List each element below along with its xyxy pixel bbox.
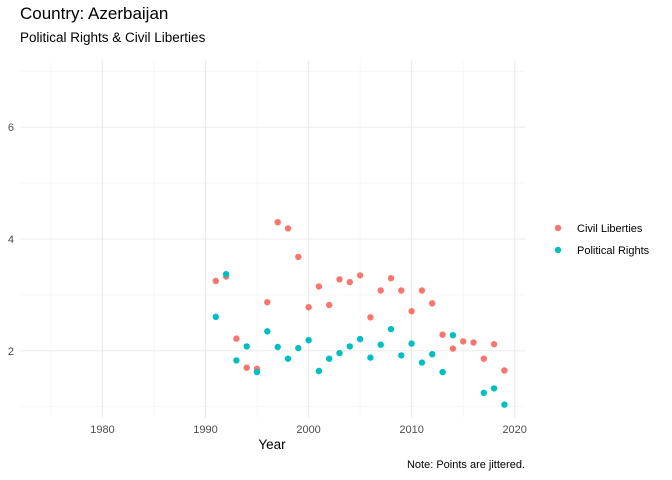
y-tick-label: 6 — [8, 122, 14, 134]
legend: Civil Liberties Political Rights — [554, 223, 650, 257]
political-rights-point — [336, 349, 343, 357]
political-rights-point — [449, 332, 457, 339]
chart-subtitle: Political Rights & Civil Liberties — [20, 30, 206, 45]
data-points — [212, 219, 508, 408]
political-rights-point — [387, 325, 395, 333]
political-rights-point — [305, 337, 312, 344]
x-axis-ticks: 1980 1990 2000 2010 2020 — [90, 424, 527, 436]
legend-label-political-rights: Political Rights — [577, 245, 650, 257]
political-rights-point — [356, 335, 364, 343]
civil-liberties-point — [429, 300, 436, 307]
political-rights-point — [243, 343, 250, 350]
political-rights-point — [418, 359, 426, 366]
civil-liberties-point — [356, 272, 364, 279]
minor-gridlines — [20, 60, 525, 418]
civil-liberties-point — [305, 304, 312, 311]
political-rights-point — [377, 341, 384, 348]
x-tick-label: 2010 — [399, 424, 423, 436]
civil-liberties-point — [501, 367, 508, 374]
civil-liberties-point — [387, 275, 395, 282]
political-rights-point — [253, 368, 261, 376]
y-tick-label: 2 — [8, 346, 14, 358]
chart-title: Country: Azerbaijan — [20, 4, 169, 23]
civil-liberties-point — [377, 287, 384, 294]
political-rights-point — [501, 401, 508, 408]
civil-liberties-point — [315, 283, 323, 290]
x-tick-label: 1980 — [90, 424, 114, 436]
political-rights-point — [233, 357, 240, 364]
political-rights-point — [315, 367, 323, 375]
x-tick-label: 2020 — [502, 424, 526, 436]
civil-liberties-point — [398, 287, 405, 294]
y-tick-label: 4 — [8, 234, 14, 246]
x-tick-label: 1990 — [193, 424, 217, 436]
y-axis-ticks: 2 4 6 — [8, 122, 14, 358]
legend-key-civil-liberties — [554, 224, 562, 232]
political-rights-point — [222, 271, 230, 278]
civil-liberties-point — [336, 276, 343, 283]
political-rights-point — [212, 313, 219, 320]
legend-label-civil-liberties: Civil Liberties — [577, 223, 643, 235]
civil-liberties-point — [284, 225, 292, 232]
civil-liberties-point — [264, 299, 271, 306]
political-rights-point — [264, 328, 271, 335]
civil-liberties-point — [439, 331, 446, 338]
political-rights-point — [439, 368, 446, 376]
x-axis-title: Year — [258, 437, 286, 452]
civil-liberties-point — [460, 338, 467, 345]
civil-liberties-point — [470, 339, 477, 346]
civil-liberties-point — [418, 287, 426, 294]
civil-liberties-point — [295, 253, 302, 261]
political-rights-point — [490, 385, 498, 392]
legend-key-political-rights — [554, 246, 562, 254]
political-rights-point — [480, 389, 487, 396]
civil-liberties-point — [212, 277, 219, 285]
civil-liberties-point — [490, 341, 498, 348]
political-rights-point — [429, 351, 436, 358]
civil-liberties-point — [274, 219, 281, 226]
political-rights-point — [274, 343, 281, 351]
civil-liberties-point — [449, 345, 457, 352]
political-rights-point — [408, 340, 415, 347]
political-rights-point — [326, 355, 333, 362]
chart-caption: Note: Points are jittered. — [406, 459, 525, 471]
civil-liberties-point — [326, 301, 333, 309]
political-rights-point — [398, 352, 405, 359]
political-rights-point — [295, 344, 302, 352]
civil-liberties-point — [346, 278, 353, 286]
political-rights-point — [346, 343, 353, 350]
major-gridlines — [20, 60, 525, 418]
civil-liberties-point — [233, 335, 240, 342]
x-tick-label: 2000 — [296, 424, 320, 436]
civil-liberties-point — [480, 355, 487, 362]
civil-liberties-point — [243, 364, 250, 371]
political-rights-point — [367, 354, 374, 361]
civil-liberties-point — [367, 314, 374, 321]
civil-liberties-point — [408, 308, 415, 315]
political-rights-point — [284, 355, 292, 362]
